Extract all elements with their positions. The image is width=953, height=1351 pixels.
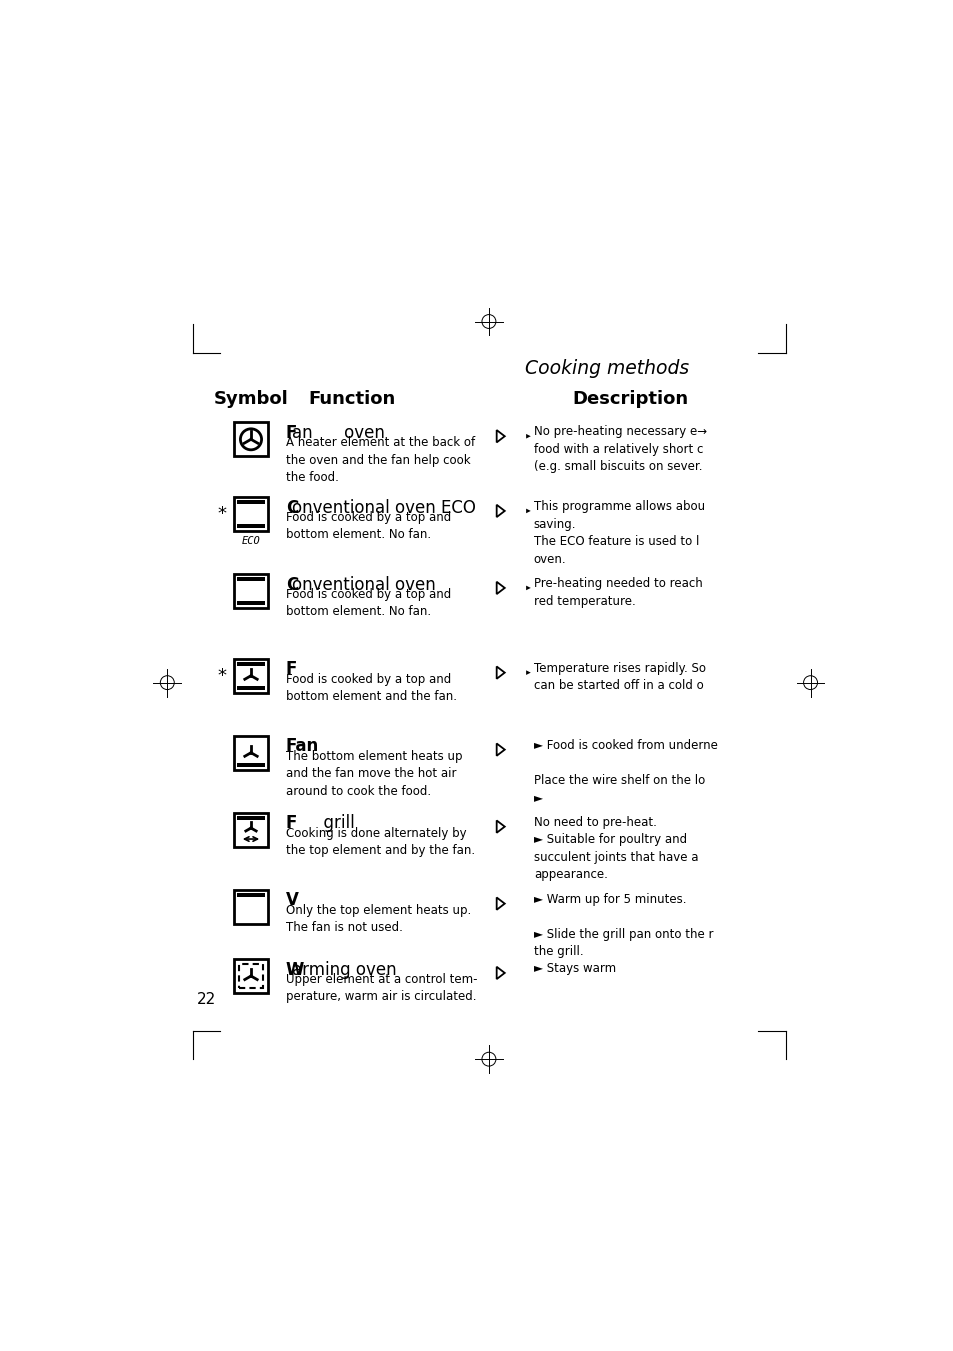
Text: Food is cooked by a top and
bottom element. No fan.: Food is cooked by a top and bottom eleme…	[286, 511, 451, 542]
Text: C: C	[286, 499, 297, 516]
Bar	[233, 497, 268, 531]
Text: ► Stays warm: ► Stays warm	[534, 962, 616, 975]
Text: 22: 22	[196, 993, 215, 1008]
Bar	[238, 963, 263, 989]
Text: grill: grill	[293, 815, 355, 832]
Text: F: F	[286, 661, 297, 678]
Bar	[236, 763, 265, 766]
Bar	[236, 524, 265, 528]
Bar	[233, 736, 268, 770]
Bar	[233, 890, 268, 924]
Text: F: F	[286, 424, 297, 442]
Text: arming oven: arming oven	[293, 961, 396, 978]
Text: Symbol: Symbol	[213, 390, 288, 408]
Text: Only the top element heats up.
The fan is not used.: Only the top element heats up. The fan i…	[286, 904, 471, 934]
Text: The bottom element heats up
and the fan move the hot air
around to cook the food: The bottom element heats up and the fan …	[286, 750, 462, 797]
Bar	[233, 813, 268, 847]
Bar	[236, 577, 265, 581]
Bar	[233, 574, 268, 608]
Bar	[236, 816, 265, 820]
Bar	[236, 686, 265, 689]
Polygon shape	[525, 670, 530, 676]
Text: onventional oven: onventional oven	[293, 576, 436, 593]
Bar	[236, 662, 265, 666]
Bar	[233, 423, 268, 457]
Text: V: V	[286, 892, 298, 909]
Text: A heater element at the back of
the oven and the fan help cook
the food.: A heater element at the back of the oven…	[286, 436, 475, 484]
Text: ► Warm up for 5 minutes.

► Slide the grill pan onto the r
the grill.: ► Warm up for 5 minutes. ► Slide the gri…	[534, 893, 713, 958]
Text: Food is cooked by a top and
bottom element. No fan.: Food is cooked by a top and bottom eleme…	[286, 588, 451, 619]
Text: Fan: Fan	[286, 738, 319, 755]
Polygon shape	[525, 585, 530, 590]
Text: W: W	[286, 961, 304, 978]
Text: *: *	[217, 666, 226, 685]
Text: ► Food is cooked from underne

Place the wire shelf on the lo
►: ► Food is cooked from underne Place the …	[534, 739, 717, 804]
Text: C: C	[286, 576, 297, 593]
Bar	[236, 500, 265, 504]
Bar	[236, 601, 265, 605]
Text: Function: Function	[308, 390, 395, 408]
Text: Temperature rises rapidly. So
can be started off in a cold o: Temperature rises rapidly. So can be sta…	[534, 662, 705, 692]
Text: Cooking methods: Cooking methods	[525, 359, 689, 378]
Bar	[236, 893, 265, 897]
Text: No need to pre-heat.
► Suitable for poultry and
succulent joints that have a
app: No need to pre-heat. ► Suitable for poul…	[534, 816, 698, 881]
Text: ECO: ECO	[241, 535, 260, 546]
Text: Description: Description	[572, 390, 688, 408]
Text: an      oven: an oven	[293, 424, 385, 442]
Polygon shape	[525, 508, 530, 513]
Text: *: *	[217, 505, 226, 523]
Text: F: F	[286, 815, 297, 832]
Text: onventional oven ECO: onventional oven ECO	[293, 499, 476, 516]
Text: Cooking is done alternately by
the top element and by the fan.: Cooking is done alternately by the top e…	[286, 827, 475, 857]
Bar	[233, 959, 268, 993]
Text: Pre-heating needed to reach
red temperature.: Pre-heating needed to reach red temperat…	[534, 577, 702, 608]
Text: Upper element at a control tem-
perature, warm air is circulated.: Upper element at a control tem- perature…	[286, 973, 476, 1004]
Text: This programme allows abou
saving.
The ECO feature is used to l
oven.: This programme allows abou saving. The E…	[534, 500, 704, 566]
Text: Food is cooked by a top and
bottom element and the fan.: Food is cooked by a top and bottom eleme…	[286, 673, 456, 703]
Polygon shape	[525, 434, 530, 439]
Bar	[233, 659, 268, 693]
Text: No pre-heating necessary e→
food with a relatively short c
(e.g. small biscuits : No pre-heating necessary e→ food with a …	[534, 426, 706, 473]
